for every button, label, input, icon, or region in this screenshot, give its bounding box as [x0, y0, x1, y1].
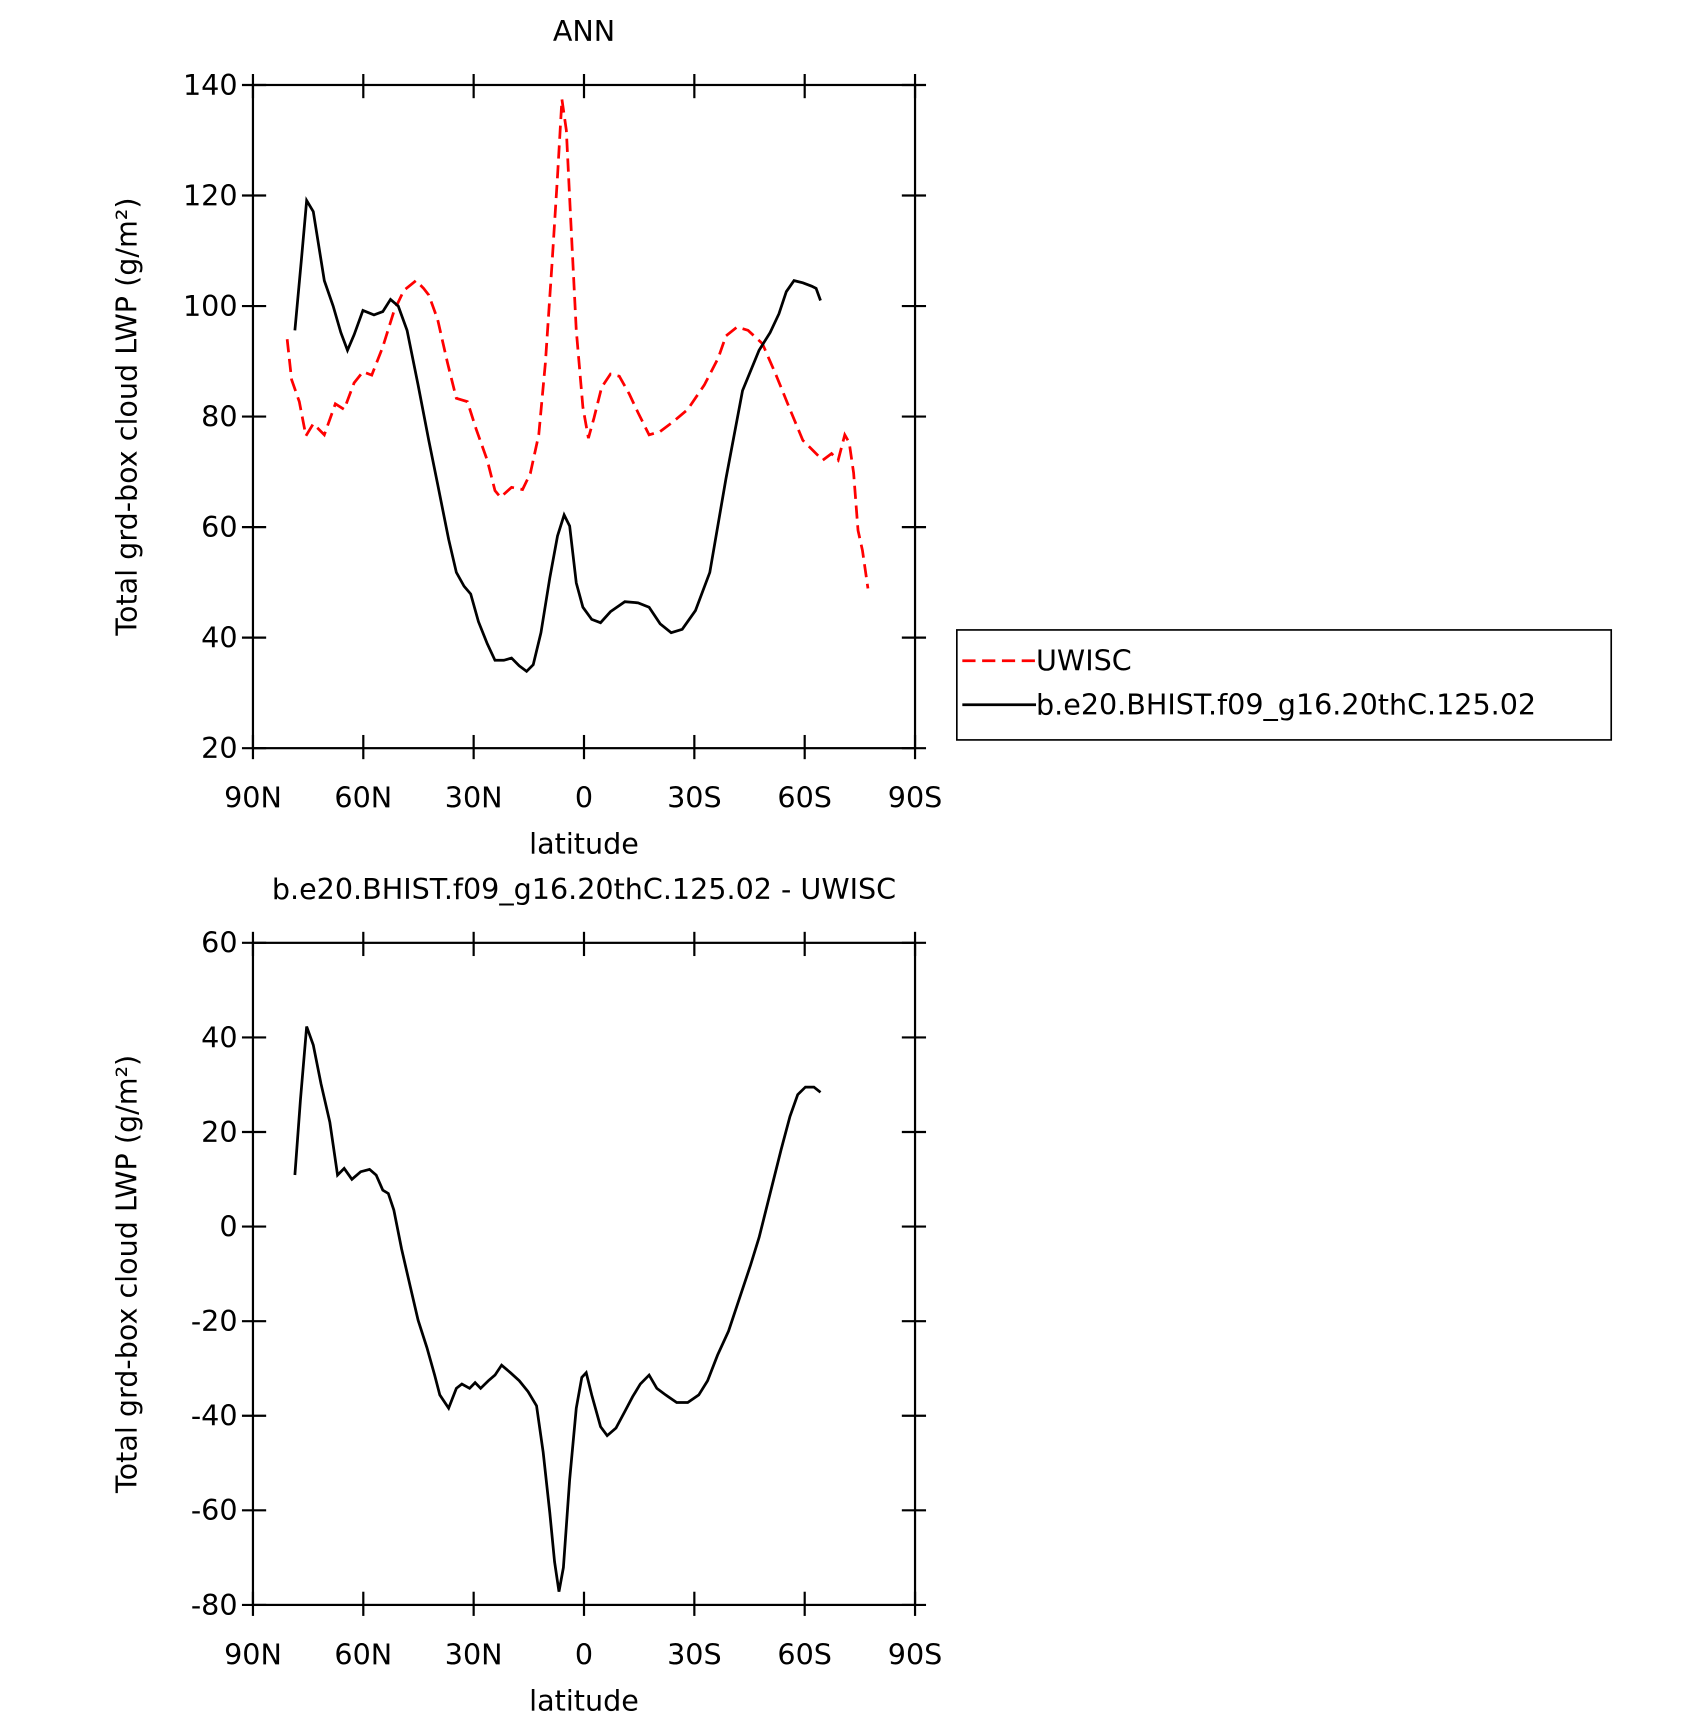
y-tick-label: 60 [201, 926, 237, 960]
plot-frame [251, 941, 917, 1607]
y-tick-label: 80 [201, 399, 237, 433]
y-axis-label: Total grd-box cloud LWP (g/m²) [109, 1055, 143, 1494]
x-tick-label: 60N [334, 781, 392, 815]
y-tick-label: -80 [191, 1588, 238, 1622]
x-axis-label: latitude [529, 827, 639, 861]
y-tick-label: 20 [201, 731, 237, 765]
y-tick-label: 20 [201, 1115, 237, 1149]
x-tick-label: 0 [575, 781, 593, 815]
y-axis-label: Total grd-box cloud LWP (g/m²) [109, 198, 143, 637]
y-tick-label: -60 [191, 1493, 238, 1527]
x-axis-label: latitude [529, 1684, 639, 1713]
x-tick-label: 60S [777, 1637, 832, 1671]
legend-label: UWISC [1036, 644, 1132, 678]
x-tick-label: 90S [888, 781, 943, 815]
y-tick-label: -40 [191, 1399, 238, 1433]
x-tick-label: 30N [445, 781, 503, 815]
y-tick-label: 120 [183, 178, 238, 212]
x-tick-label: 30N [445, 1637, 503, 1671]
x-tick-label: 90N [224, 781, 282, 815]
chart-title: ANN [553, 14, 615, 48]
y-tick-label: 140 [183, 68, 238, 102]
x-tick-label: 90N [224, 1637, 282, 1671]
y-tick-label: -20 [191, 1304, 238, 1338]
legend: UWISC b.e20.BHIST.f09_g16.20thC.125.02 [956, 629, 1613, 741]
x-tick-label: 30S [667, 1637, 722, 1671]
y-tick-label: 100 [183, 289, 238, 323]
legend-label: b.e20.BHIST.f09_g16.20thC.125.02 [1036, 688, 1536, 722]
data-line [293, 1026, 822, 1592]
x-tick-label: 60S [777, 781, 832, 815]
y-tick-label: 0 [219, 1209, 237, 1243]
x-tick-label: 90S [888, 1637, 943, 1671]
chart-title: b.e20.BHIST.f09_g16.20thC.125.02 - UWISC [272, 872, 896, 906]
legend-box [956, 629, 1613, 741]
y-tick-label: 40 [201, 621, 237, 655]
data-line [285, 99, 870, 589]
x-tick-label: 60N [334, 1637, 392, 1671]
data-line [293, 196, 822, 674]
x-tick-label: 0 [575, 1637, 593, 1671]
x-tick-label: 30S [667, 781, 722, 815]
y-tick-label: 40 [201, 1020, 237, 1054]
y-tick-label: 60 [201, 510, 237, 544]
